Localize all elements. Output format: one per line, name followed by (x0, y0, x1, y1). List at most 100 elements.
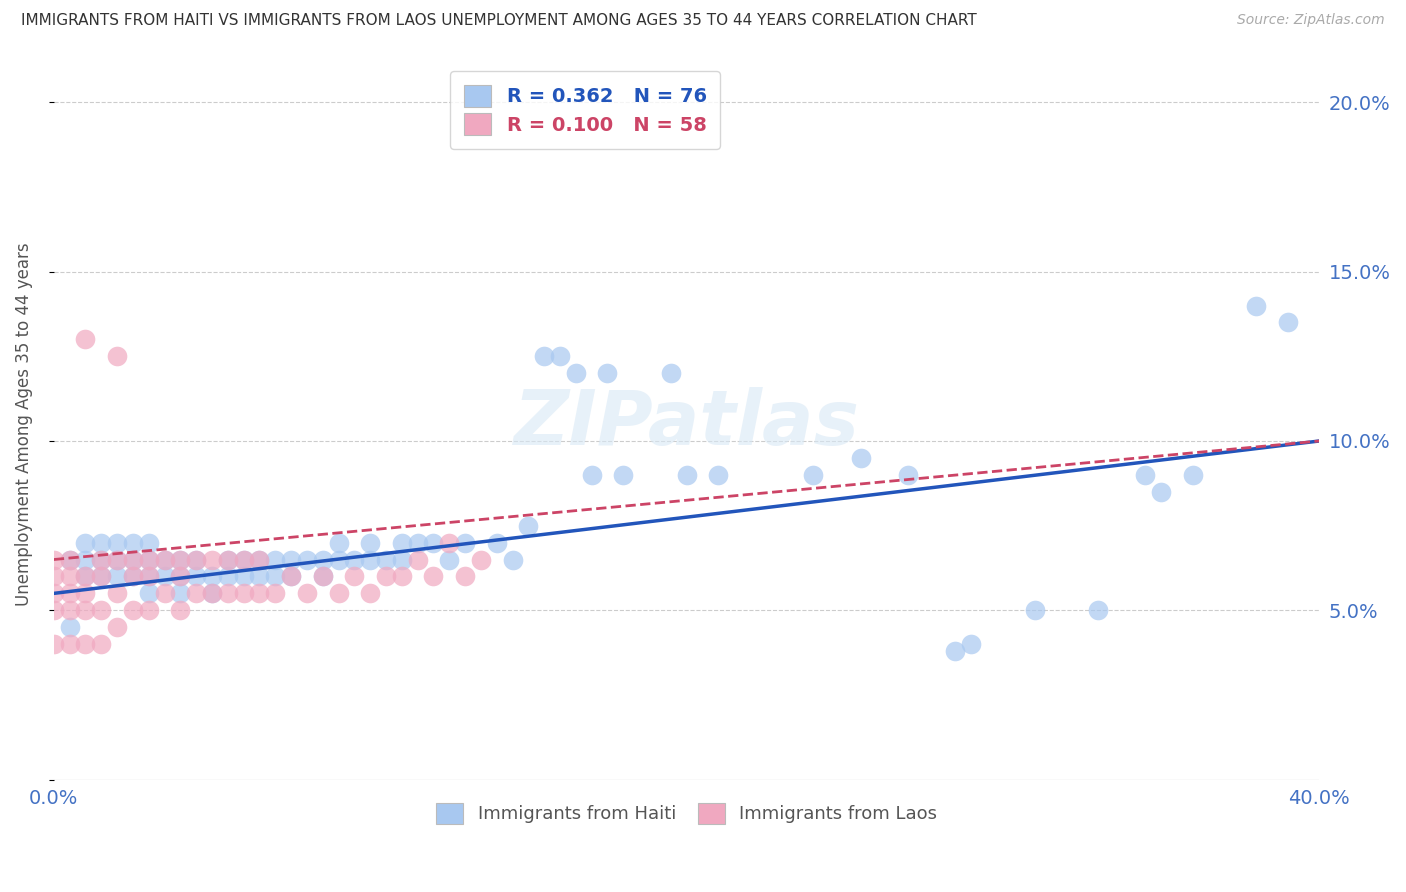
Point (264, 569, 287, 583)
Point (59, 552, 82, 566)
Point (343, 552, 366, 566)
Point (122, 569, 145, 583)
Point (138, 552, 160, 566)
Point (122, 552, 145, 566)
Point (312, 569, 335, 583)
Point (232, 552, 254, 566)
Point (59, 603, 82, 617)
Point (406, 552, 429, 566)
Point (485, 535, 508, 549)
Point (1150, 484, 1173, 499)
Point (59, 569, 82, 583)
Point (90, 569, 112, 583)
Point (169, 569, 191, 583)
Point (249, 569, 271, 583)
Point (75, 552, 97, 566)
Point (105, 552, 128, 566)
Point (59, 552, 82, 566)
Point (169, 552, 191, 566)
Point (201, 586, 224, 600)
Point (105, 349, 128, 363)
Point (105, 586, 128, 600)
Point (1277, 316, 1299, 330)
Text: IMMIGRANTS FROM HAITI VS IMMIGRANTS FROM LAOS UNEMPLOYMENT AMONG AGES 35 TO 44 Y: IMMIGRANTS FROM HAITI VS IMMIGRANTS FROM… (21, 13, 977, 29)
Point (169, 569, 191, 583)
Point (391, 569, 413, 583)
Point (328, 552, 350, 566)
Point (217, 569, 239, 583)
Point (122, 603, 145, 617)
Point (343, 569, 366, 583)
Point (502, 552, 524, 566)
Point (90, 637, 112, 651)
Point (454, 535, 477, 549)
Point (153, 552, 176, 566)
Point (75, 569, 97, 583)
Point (42, 552, 65, 566)
Point (960, 637, 983, 651)
Point (849, 450, 872, 465)
Point (945, 644, 967, 658)
Point (217, 586, 239, 600)
Point (232, 586, 254, 600)
Point (90, 535, 112, 549)
Point (105, 620, 128, 634)
Point (186, 552, 208, 566)
Point (295, 586, 318, 600)
Point (264, 586, 287, 600)
Point (138, 603, 160, 617)
Point (581, 467, 603, 482)
Point (232, 552, 254, 566)
Text: ZIPatlas: ZIPatlas (513, 387, 859, 461)
Point (75, 603, 97, 617)
Text: Source: ZipAtlas.com: Source: ZipAtlas.com (1237, 13, 1385, 28)
Point (138, 569, 160, 583)
Point (75, 586, 97, 600)
Point (517, 518, 540, 533)
Point (249, 552, 271, 566)
Point (439, 535, 461, 549)
Point (122, 552, 145, 566)
Point (391, 535, 413, 549)
Point (439, 552, 461, 566)
Point (249, 552, 271, 566)
Point (105, 552, 128, 566)
Point (201, 552, 224, 566)
Point (1135, 467, 1157, 482)
Point (59, 586, 82, 600)
Point (153, 586, 176, 600)
Point (138, 569, 160, 583)
Point (201, 586, 224, 600)
Point (42, 569, 65, 583)
Legend: Immigrants from Haiti, Immigrants from Laos: Immigrants from Haiti, Immigrants from L… (425, 792, 948, 835)
Point (659, 366, 682, 380)
Point (42, 603, 65, 617)
Point (59, 620, 82, 634)
Point (105, 569, 128, 583)
Point (280, 552, 302, 566)
Point (42, 637, 65, 651)
Point (186, 552, 208, 566)
Point (422, 535, 444, 549)
Point (375, 569, 398, 583)
Point (328, 586, 350, 600)
Point (454, 569, 477, 583)
Point (565, 366, 588, 380)
Point (612, 467, 634, 482)
Point (375, 552, 398, 566)
Point (75, 535, 97, 549)
Point (122, 569, 145, 583)
Point (707, 467, 730, 482)
Point (295, 552, 318, 566)
Point (264, 552, 287, 566)
Point (186, 586, 208, 600)
Point (90, 603, 112, 617)
Point (249, 586, 271, 600)
Point (359, 535, 381, 549)
Point (470, 552, 492, 566)
Point (59, 637, 82, 651)
Y-axis label: Unemployment Among Ages 35 to 44 years: Unemployment Among Ages 35 to 44 years (15, 243, 32, 606)
Point (1244, 299, 1267, 313)
Point (312, 552, 335, 566)
Point (533, 349, 555, 363)
